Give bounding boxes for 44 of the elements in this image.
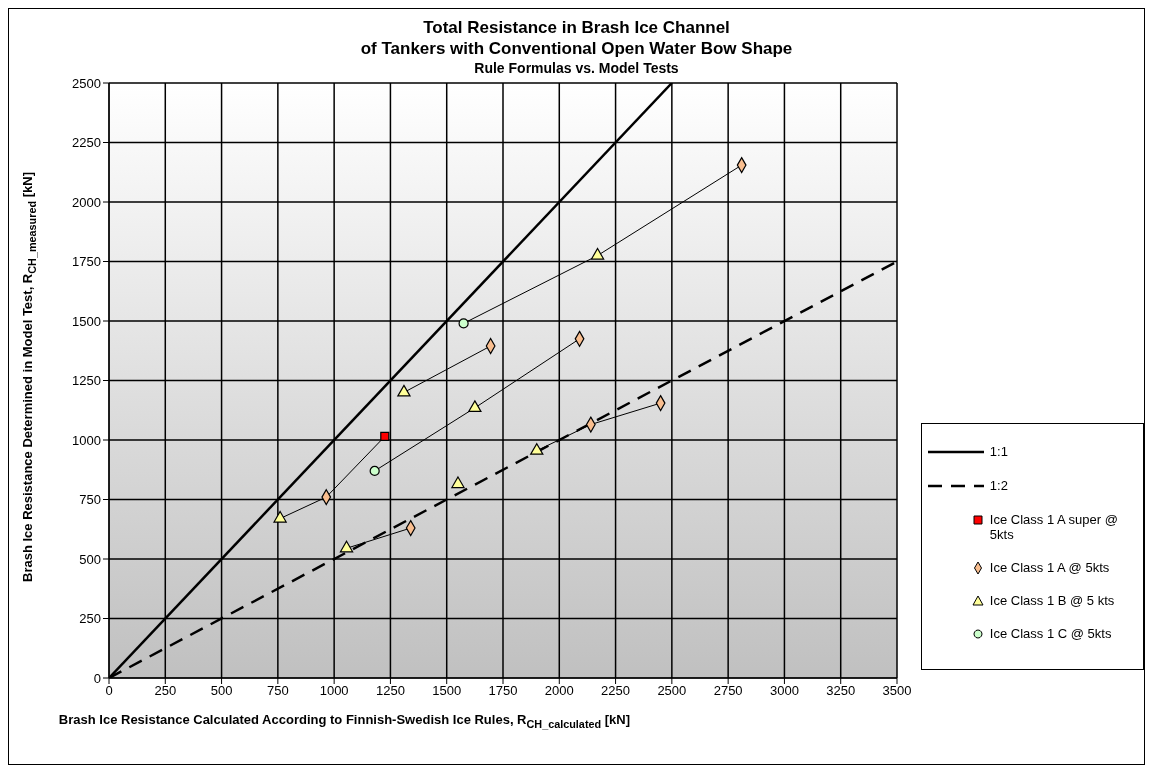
point bbox=[397, 384, 411, 397]
point bbox=[273, 510, 287, 523]
x-axis-title: Brash Ice Resistance Calculated According to Finnish-Swedish Ice Rules, R$_{CH_calculated}$ [kN] bbox=[57, 712, 631, 730]
legend-label: Ice Class 1 A @ 5kts bbox=[989, 559, 1111, 575]
point bbox=[458, 318, 469, 329]
y-tick-label: 2250 bbox=[71, 135, 101, 151]
x-tick-label: 1750 bbox=[488, 683, 518, 699]
legend-label: 1:2 bbox=[989, 477, 1009, 493]
x-tick-label: 2000 bbox=[544, 683, 574, 699]
x-tick-label: 1000 bbox=[319, 683, 349, 699]
x-tick-label: 3000 bbox=[769, 683, 799, 699]
x-tick-label: 2500 bbox=[657, 683, 687, 699]
point bbox=[339, 540, 354, 553]
point bbox=[468, 400, 482, 412]
point bbox=[369, 465, 380, 477]
point bbox=[451, 476, 465, 489]
x-tick-label: 500 bbox=[210, 683, 233, 699]
legend-label: Ice Class 1 A super @ 5kts bbox=[989, 511, 1119, 542]
y-tick-label: 1500 bbox=[71, 313, 101, 329]
y-tick-label: 750 bbox=[79, 492, 101, 508]
chart-subtitle: Rule Formulas vs. Model Tests bbox=[473, 59, 680, 77]
legend-label: Ice Class 1 B @ 5 kts bbox=[989, 592, 1116, 608]
x-tick-label: 1250 bbox=[375, 683, 405, 699]
x-tick-label: 1500 bbox=[432, 683, 462, 699]
legend-label: Ice Class 1 C @ 5kts bbox=[989, 625, 1113, 641]
y-tick-label: 2000 bbox=[71, 194, 101, 210]
y-tick-label: 0 bbox=[93, 670, 101, 686]
y-tick-label: 250 bbox=[79, 611, 101, 627]
y-tick-label: 1750 bbox=[71, 254, 101, 270]
x-tick-label: 2750 bbox=[713, 683, 743, 699]
y-tick-label: 2500 bbox=[71, 75, 101, 91]
x-tick-label: 3500 bbox=[882, 683, 912, 699]
x-tick-label: 0 bbox=[105, 683, 113, 699]
point bbox=[529, 443, 544, 455]
legend-label: 1:1 bbox=[989, 443, 1009, 459]
x-tick-label: 3250 bbox=[826, 683, 856, 699]
x-tick-label: 750 bbox=[266, 683, 289, 699]
x-tick-label: 250 bbox=[154, 683, 176, 699]
y-tick-label: 1000 bbox=[71, 432, 101, 448]
y-tick-label: 500 bbox=[79, 551, 101, 567]
point bbox=[380, 431, 390, 442]
chart-title: Total Resistance in Brash Ice Channel of Tankers with Conventional Open Water Bow Shape bbox=[359, 17, 794, 59]
y-tick-label: 1250 bbox=[71, 373, 101, 389]
x-tick-label: 2250 bbox=[600, 683, 630, 699]
